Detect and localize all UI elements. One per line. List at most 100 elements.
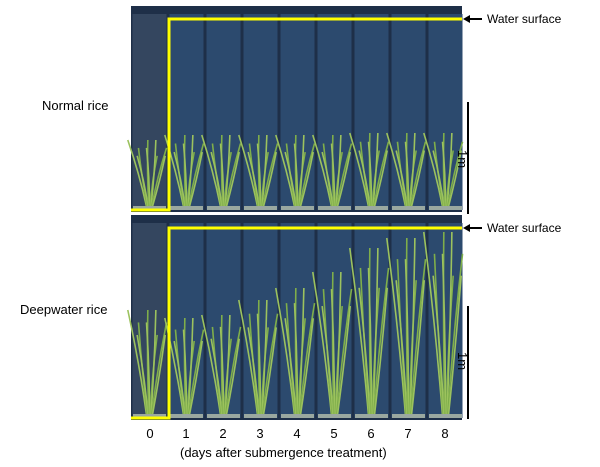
rice-leaf: [127, 139, 148, 207]
tank-gravel-8: [429, 414, 462, 418]
rice-leaf: [373, 287, 389, 415]
rice-leaf: [182, 329, 188, 415]
rice-leaf: [225, 143, 242, 207]
row-label-normal-rice: Normal rice: [42, 98, 109, 113]
rice-leaf: [447, 275, 463, 415]
arrow-head-icon: [463, 15, 470, 23]
rice-leaf: [284, 151, 297, 207]
rice-leaf: [299, 143, 316, 207]
day-label-0: 0: [146, 426, 154, 441]
tank-gravel-4: [281, 414, 314, 418]
rice-leaf: [293, 143, 299, 207]
rice-leaf: [368, 247, 372, 415]
rice-leaf: [336, 151, 352, 207]
rice-leaf: [447, 253, 464, 415]
rice-leaf: [164, 134, 185, 207]
rice-leaf: [219, 326, 225, 415]
rice-leaf: [187, 317, 194, 415]
rice-leaf: [447, 150, 463, 207]
rice-leaf: [441, 253, 447, 415]
rice-leaf: [410, 150, 426, 207]
rice-leaf: [187, 134, 194, 207]
rice-leaf: [183, 317, 187, 415]
rice-leaf: [367, 267, 373, 415]
rice-leaf: [330, 289, 336, 415]
arrow-head-icon: [463, 224, 470, 232]
rice-leaf: [395, 280, 408, 415]
rice-leaf: [224, 314, 231, 415]
rice-leaf: [335, 134, 342, 207]
rice-leaf: [312, 134, 333, 207]
tank-gravel-6: [355, 414, 388, 418]
day-label-3: 3: [256, 426, 264, 441]
rice-leaf: [225, 326, 242, 415]
rice-leaf: [173, 151, 186, 207]
rice-leaf: [321, 151, 334, 207]
rice-leaf: [298, 134, 305, 207]
rice-leaf: [404, 141, 410, 207]
rice-leaf: [372, 247, 379, 415]
rice-leaf: [385, 237, 407, 415]
rice-leaf: [262, 313, 279, 415]
rice-leaf: [188, 143, 205, 207]
rice-leaf: [410, 141, 427, 207]
tank-gravel-1: [170, 206, 203, 210]
rice-leaf: [275, 134, 296, 207]
rice-leaf: [262, 327, 278, 415]
rice-leaf: [210, 338, 223, 415]
rice-leaf: [150, 139, 157, 207]
rice-leaf: [210, 151, 223, 207]
rice-leaf: [261, 299, 268, 415]
rice-leaf: [336, 288, 353, 415]
rice-leaf: [405, 237, 409, 415]
rice-leaf: [256, 143, 262, 207]
tank-gravel-5: [318, 414, 351, 418]
tank-gravel-1: [170, 414, 203, 418]
rice-leaf: [349, 132, 370, 207]
water-surface-line: [131, 226, 462, 420]
tank-gravel-6: [355, 206, 388, 210]
rice-leaf: [423, 132, 444, 207]
day-label-6: 6: [367, 426, 375, 441]
rice-leaf: [358, 287, 371, 415]
rice-leaf: [410, 259, 427, 415]
tank-gravel-2: [207, 414, 240, 418]
rice-leaf: [225, 151, 241, 207]
tank-gravel-0: [133, 206, 166, 210]
rice-leaf: [164, 317, 185, 415]
rice-leaf: [257, 134, 261, 207]
tank-gravel-7: [392, 414, 425, 418]
rice-leaf: [331, 134, 335, 207]
tank-gravel-2: [207, 206, 240, 210]
rice-leaf: [151, 334, 167, 415]
rice-leaf: [404, 259, 410, 415]
rice-leaf: [432, 275, 445, 415]
rice-leaf: [331, 271, 335, 415]
tank-gravel-5: [318, 206, 351, 210]
rice-leaf: [348, 247, 370, 415]
rice-leaf: [294, 134, 298, 207]
rice-leaf: [299, 318, 315, 415]
rice-leaf: [220, 314, 224, 415]
rice-leaf: [173, 340, 186, 415]
rice-leaf: [182, 143, 188, 207]
rice-leaf: [298, 287, 305, 415]
rice-leaf: [201, 314, 222, 415]
rice-leaf: [432, 150, 445, 207]
day-label-1: 1: [182, 426, 190, 441]
rice-leaf: [256, 313, 262, 415]
rice-leaf: [219, 143, 225, 207]
day-label-8: 8: [441, 426, 449, 441]
rice-leaf: [262, 143, 279, 207]
rice-leaf: [261, 134, 268, 207]
rice-leaf: [151, 322, 168, 415]
tank-gravel-8: [429, 206, 462, 210]
rice-leaf: [373, 150, 389, 207]
rice-leaf: [146, 309, 150, 415]
rice-leaf: [150, 309, 157, 415]
rice-leaf: [422, 231, 444, 415]
rice-leaf: [368, 132, 372, 207]
tank-gravel-7: [392, 206, 425, 210]
